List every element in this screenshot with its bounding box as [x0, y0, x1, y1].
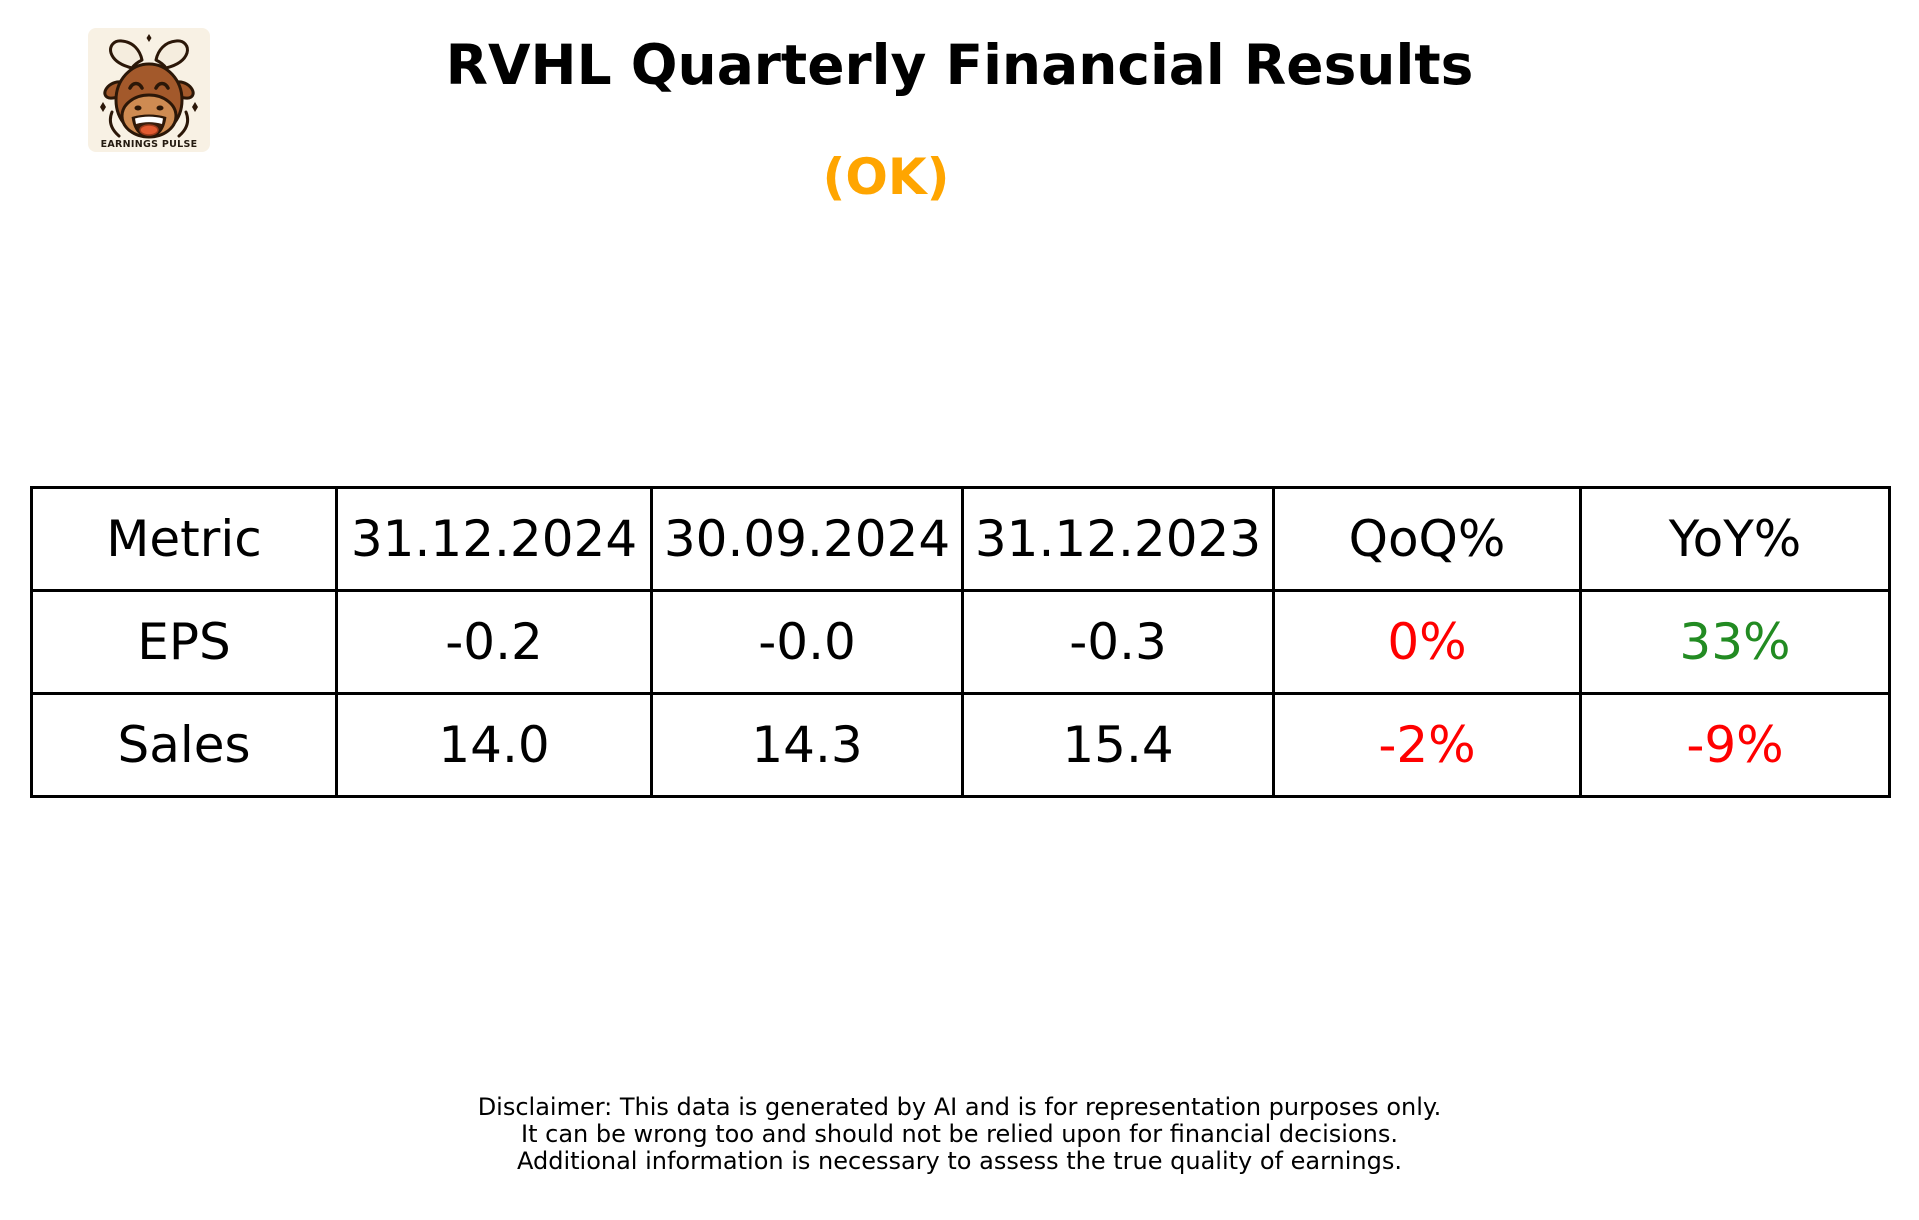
results-table: Metric 31.12.2024 30.09.2024 31.12.2023 … [30, 486, 1891, 798]
yoy-cell: -9% [1579, 692, 1891, 798]
column-header-date-3: 31.12.2023 [961, 486, 1275, 592]
disclaimer-line: Additional information is necessary to a… [516, 1147, 1402, 1175]
value-cell: 15.4 [961, 692, 1275, 798]
qoq-cell: 0% [1272, 589, 1582, 695]
disclaimer-line: Disclaimer: This data is generated by AI… [477, 1093, 1442, 1121]
metric-cell: Sales [30, 692, 338, 798]
table-row: EPS -0.2 -0.0 -0.3 0% 33% [30, 589, 1891, 695]
value-cell: -0.0 [650, 589, 964, 695]
value-cell: 14.0 [335, 692, 653, 798]
column-header-metric: Metric [30, 486, 338, 592]
metric-cell: EPS [30, 589, 338, 695]
yoy-cell: 33% [1579, 589, 1891, 695]
bull-icon: EARNINGS PULSE [100, 34, 198, 150]
column-header-yoy: YoY% [1579, 486, 1891, 592]
sparkle-icon [146, 34, 152, 42]
logo-brand-text: EARNINGS PULSE [101, 139, 198, 150]
table-row: Sales 14.0 14.3 15.4 -2% -9% [30, 692, 1891, 798]
column-header-date-1: 31.12.2024 [335, 486, 653, 592]
qoq-cell: -2% [1272, 692, 1582, 798]
sparkle-icon [100, 102, 106, 112]
column-header-qoq: QoQ% [1272, 486, 1582, 592]
earnings-pulse-logo: EARNINGS PULSE [88, 28, 210, 152]
sparkle-icon [192, 102, 198, 112]
value-cell: 14.3 [650, 692, 964, 798]
disclaimer-line: It can be wrong too and should not be re… [521, 1120, 1398, 1148]
value-cell: -0.2 [335, 589, 653, 695]
table-header-row: Metric 31.12.2024 30.09.2024 31.12.2023 … [30, 486, 1891, 592]
status-badge: (OK) [822, 148, 950, 206]
column-header-date-2: 30.09.2024 [650, 486, 964, 592]
page-title: RVHL Quarterly Financial Results [445, 33, 1474, 97]
value-cell: -0.3 [961, 589, 1275, 695]
disclaimer: Disclaimer: This data is generated by AI… [0, 1094, 1919, 1175]
